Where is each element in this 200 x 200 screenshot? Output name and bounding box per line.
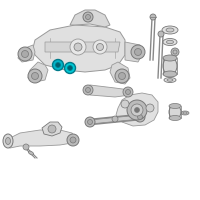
Ellipse shape [181,111,189,115]
Polygon shape [5,130,75,148]
Ellipse shape [169,104,181,108]
Circle shape [126,90,130,95]
Ellipse shape [169,116,181,120]
Circle shape [23,144,29,150]
Circle shape [56,62,60,68]
Circle shape [85,117,95,127]
Circle shape [74,43,82,51]
Circle shape [64,62,76,73]
Circle shape [134,48,142,55]
Ellipse shape [162,26,178,34]
Circle shape [88,119,92,124]
Circle shape [83,12,93,22]
Circle shape [93,40,107,54]
Polygon shape [70,10,110,27]
Circle shape [28,69,42,83]
Circle shape [121,100,129,108]
Circle shape [18,47,32,61]
Polygon shape [116,93,158,126]
Ellipse shape [166,28,174,32]
Circle shape [146,104,154,112]
Circle shape [123,87,133,97]
Circle shape [158,31,164,37]
Circle shape [68,66,72,71]
Circle shape [131,45,145,59]
Circle shape [131,104,143,116]
Circle shape [67,134,79,146]
Ellipse shape [169,105,181,119]
Circle shape [86,88,90,92]
Circle shape [112,116,118,122]
Circle shape [52,60,64,71]
Circle shape [48,125,56,133]
Ellipse shape [183,112,187,114]
Circle shape [127,100,147,120]
Polygon shape [42,122,62,136]
Polygon shape [110,62,130,84]
Polygon shape [125,42,142,62]
Ellipse shape [3,134,13,148]
Polygon shape [45,42,120,52]
Circle shape [32,72,38,79]
Ellipse shape [28,151,34,155]
Ellipse shape [163,71,177,77]
Circle shape [83,85,93,95]
Ellipse shape [163,55,177,61]
Circle shape [86,15,90,20]
Circle shape [150,14,156,20]
Polygon shape [85,85,130,97]
Ellipse shape [163,38,177,46]
Circle shape [134,108,140,112]
Circle shape [138,114,142,119]
Ellipse shape [167,79,173,81]
Ellipse shape [6,138,10,144]
Circle shape [118,72,126,79]
Ellipse shape [164,77,176,82]
Circle shape [135,112,145,122]
Polygon shape [90,115,140,124]
Circle shape [22,50,29,58]
Circle shape [173,50,177,54]
Circle shape [70,137,76,143]
Circle shape [96,44,104,50]
Polygon shape [18,45,35,62]
Polygon shape [33,25,125,72]
Ellipse shape [166,40,174,44]
Polygon shape [28,62,48,82]
Ellipse shape [163,57,177,75]
Circle shape [70,39,86,55]
Circle shape [171,48,179,56]
Circle shape [115,69,129,83]
